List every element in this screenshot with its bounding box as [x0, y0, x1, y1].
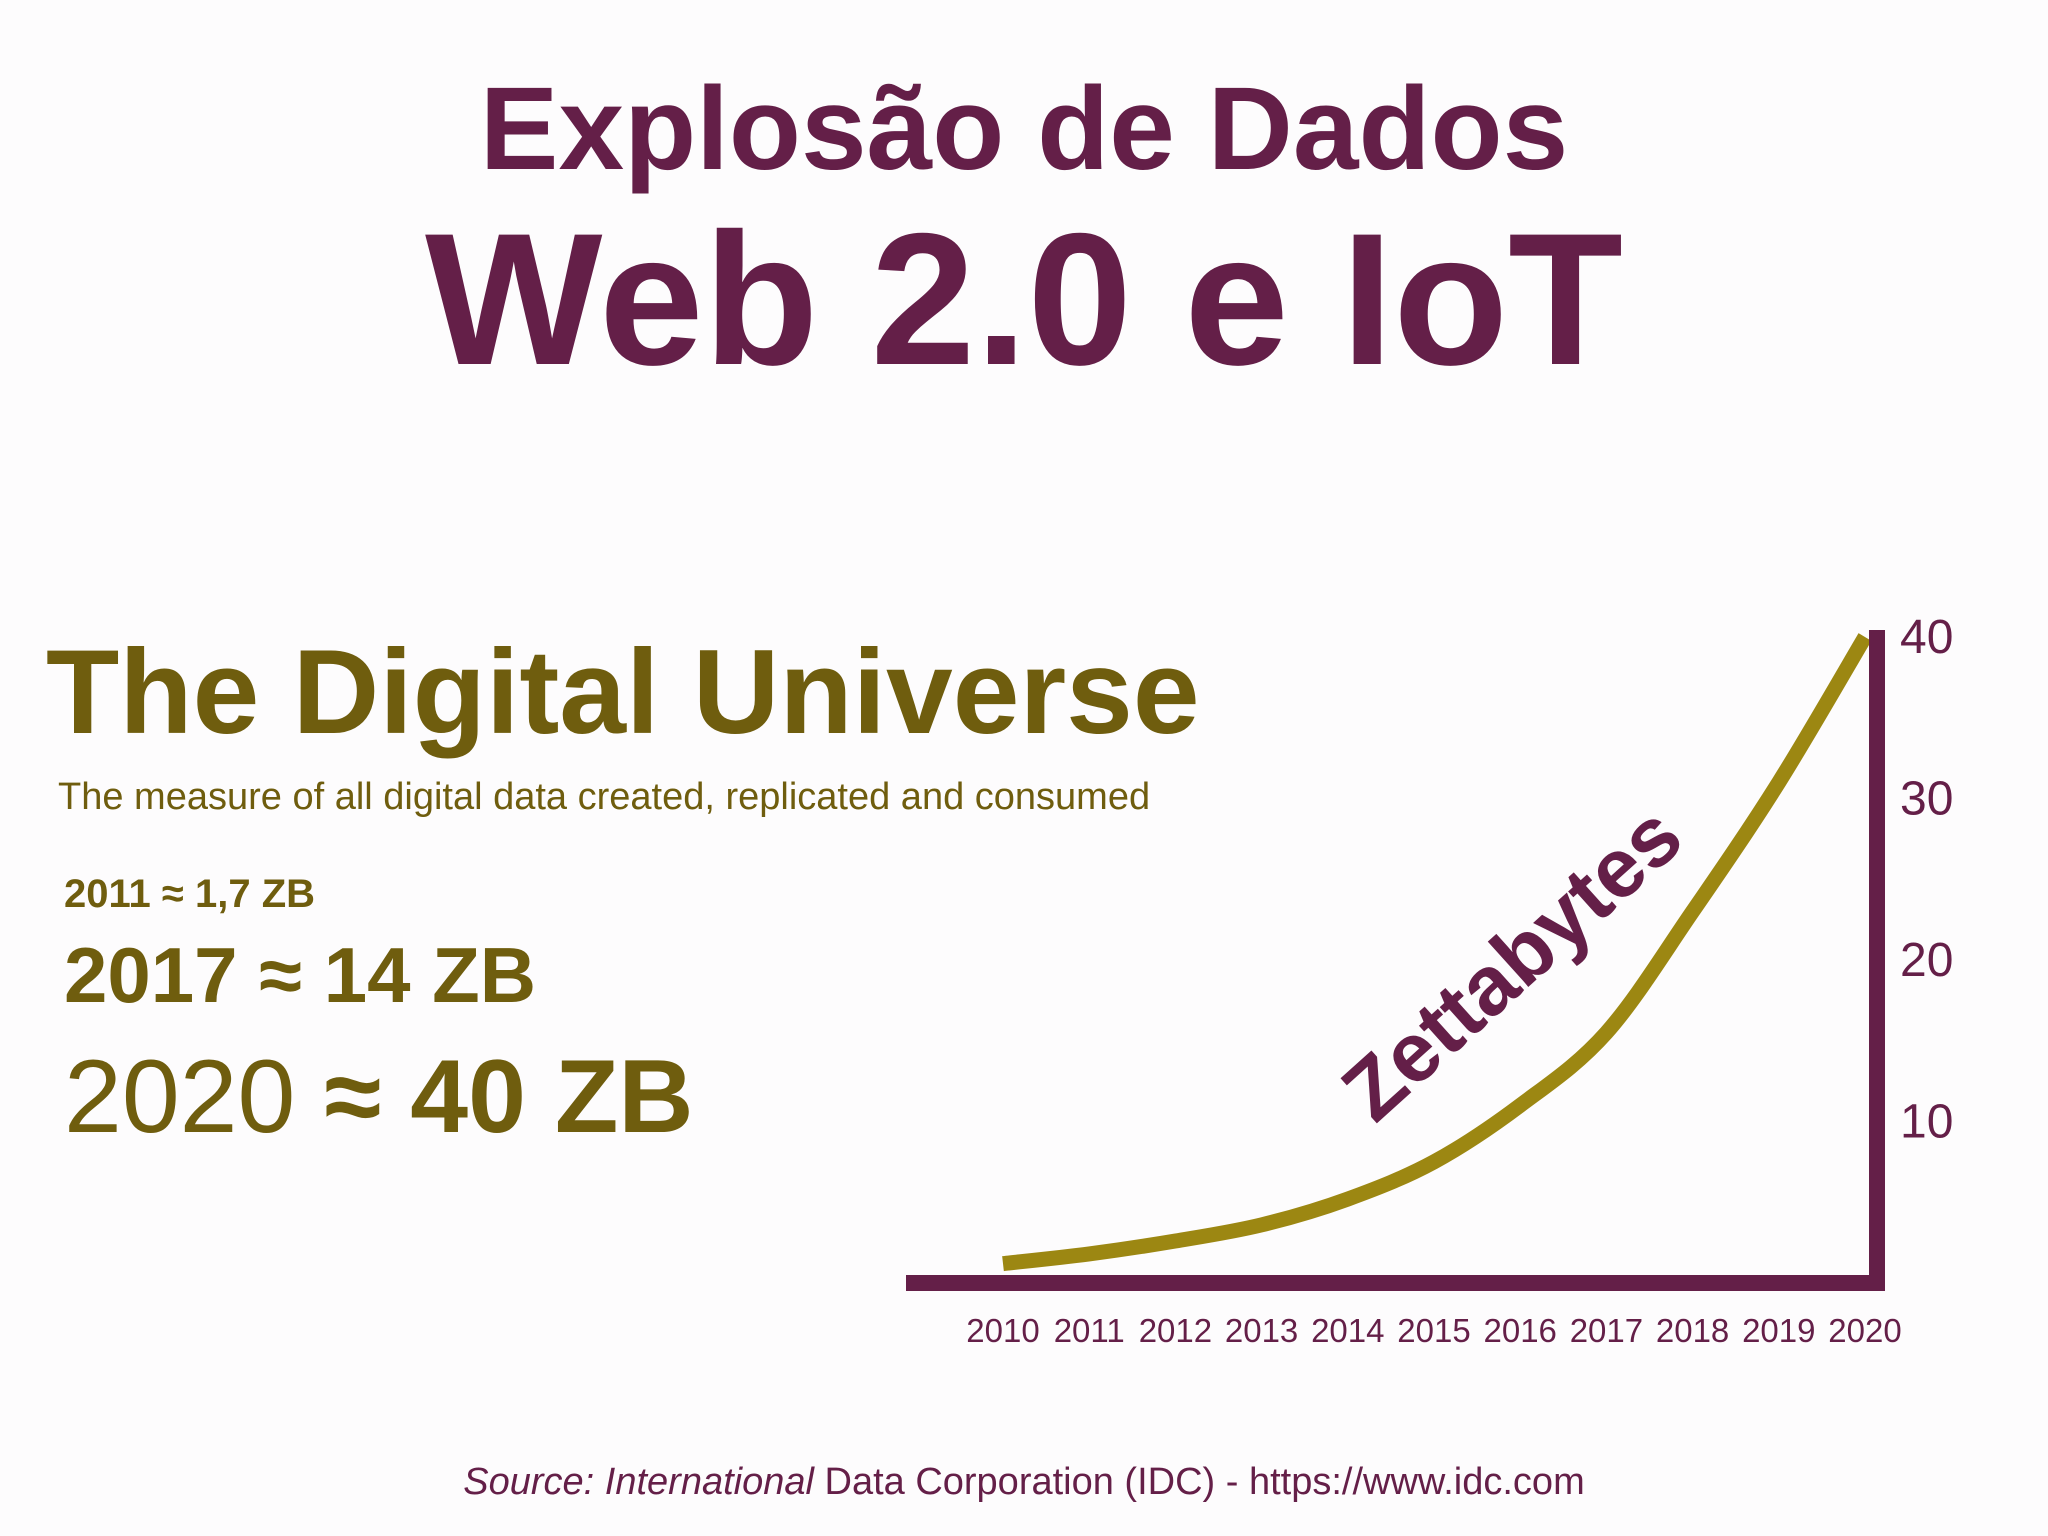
- stat-year: 2020: [64, 1039, 296, 1155]
- x-tick-label: 2017: [1570, 1312, 1643, 1349]
- stat-approx: ≈: [324, 1039, 382, 1155]
- stat-2017: 2017 ≈ 14 ZB: [64, 936, 536, 1014]
- x-tick-label: 2020: [1828, 1312, 1901, 1349]
- y-tick-label: 20: [1900, 934, 1953, 987]
- source-prefix: Source: International: [463, 1461, 814, 1503]
- stat-2020: 2020 ≈ 40 ZB: [64, 1045, 693, 1149]
- stat-2011: 2011 ≈ 1,7 ZB: [64, 874, 315, 914]
- source-rest: Data Corporation (IDC) - https://www.idc…: [813, 1461, 1585, 1503]
- x-tick-label: 2016: [1483, 1312, 1556, 1349]
- series-line: [1002, 633, 1872, 1272]
- x-tick-label: 2019: [1742, 1312, 1815, 1349]
- x-tick-label: 2010: [966, 1312, 1039, 1349]
- source-note: Source: International Data Corporation (…: [0, 1463, 2048, 1501]
- title-line-2: Web 2.0 e IoT: [425, 194, 1623, 404]
- x-tick-label: 2018: [1656, 1312, 1729, 1349]
- y-tick-label: 30: [1900, 773, 1953, 826]
- x-tick-label: 2014: [1311, 1312, 1384, 1349]
- stat-year: 2017: [64, 931, 238, 1019]
- x-tick-label: 2012: [1139, 1312, 1212, 1349]
- digital-universe-subtitle: The measure of all digital data created,…: [58, 776, 1151, 818]
- x-tick-label: 2013: [1225, 1312, 1298, 1349]
- stat-value: 1,7 ZB: [194, 872, 316, 916]
- y-axis-label: Zettabytes: [1324, 787, 1699, 1138]
- y-tick-label: 10: [1900, 1096, 1953, 1149]
- stat-approx: ≈: [259, 931, 303, 1019]
- digital-universe-title: The Digital Universe: [46, 625, 1200, 759]
- stat-value: 14 ZB: [323, 931, 537, 1019]
- stat-year: 2011: [64, 872, 151, 916]
- y-tick-label: 40: [1900, 611, 1953, 664]
- x-tick-label: 2011: [1054, 1312, 1125, 1349]
- stat-value: 40 ZB: [410, 1039, 694, 1155]
- x-tick-label: 2015: [1397, 1312, 1470, 1349]
- title-line-1: Explosão de Dados: [479, 63, 1569, 195]
- stat-approx: ≈: [161, 872, 184, 916]
